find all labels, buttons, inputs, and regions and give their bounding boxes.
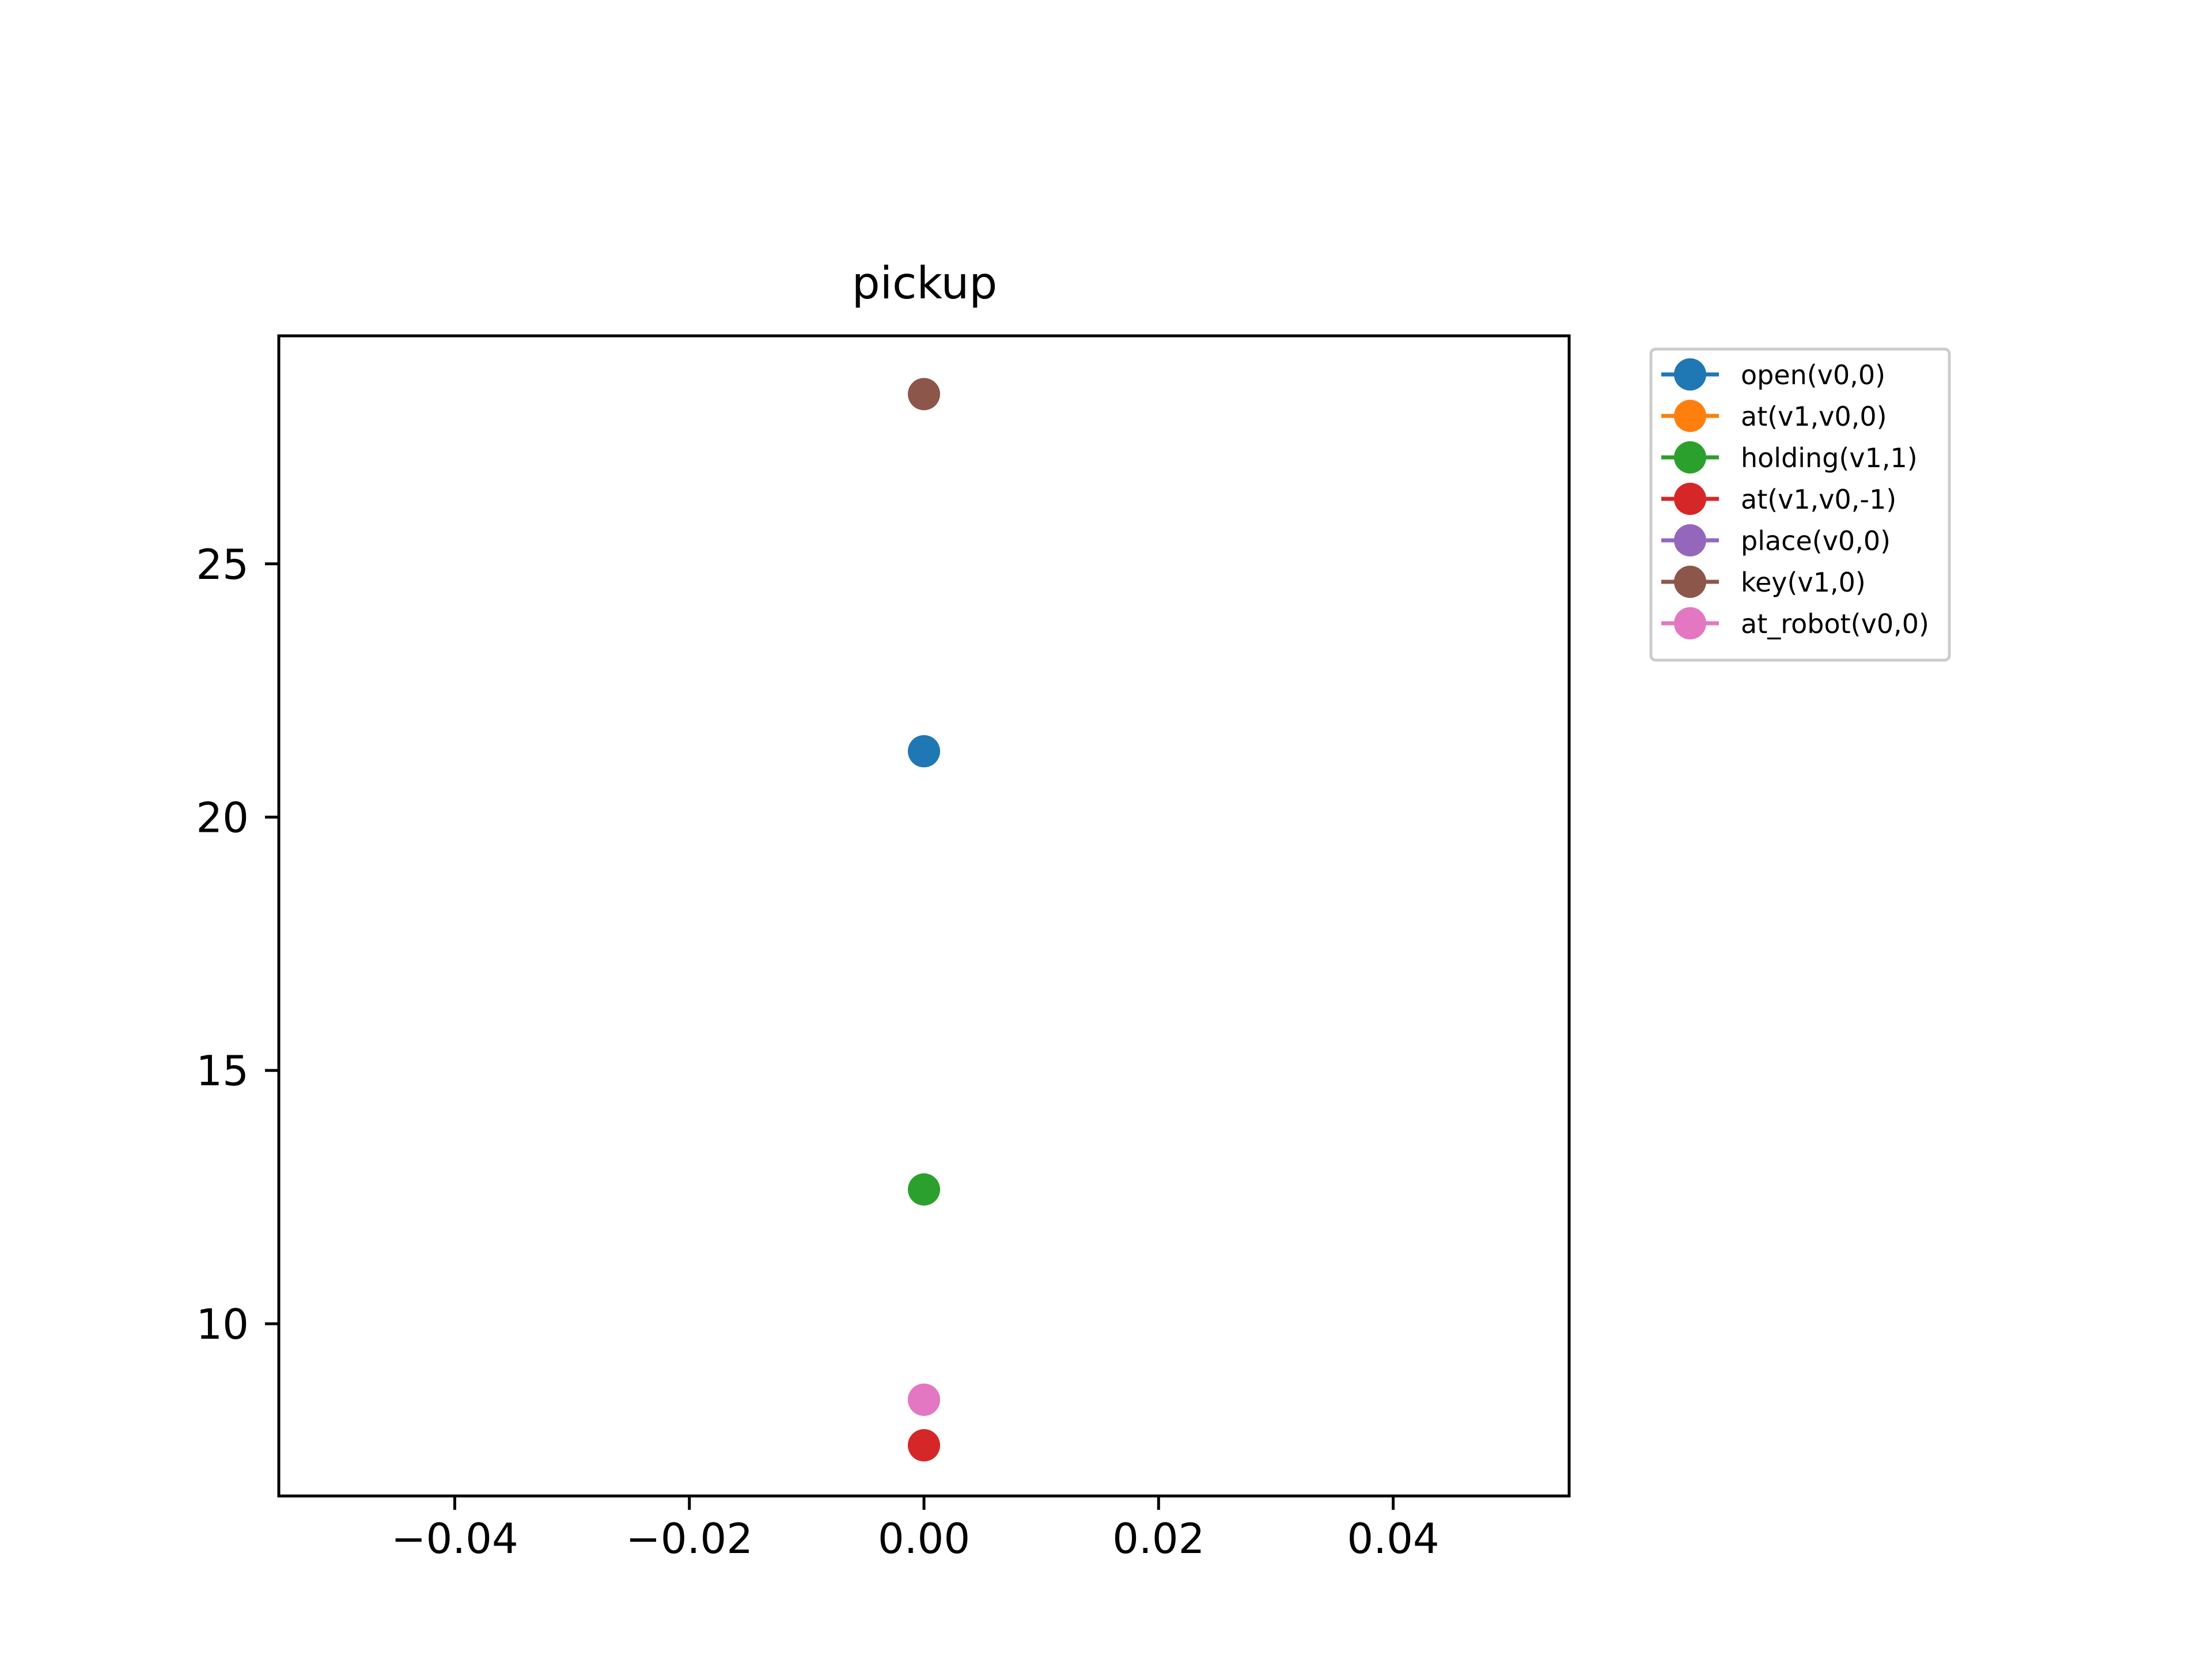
- x-axis: −0.04 −0.02 0.00 0.02 0.04: [391, 1496, 1440, 1563]
- chart-title: pickup: [852, 258, 998, 309]
- data-point-4: [908, 1429, 940, 1462]
- x-tick-label: −0.04: [391, 1514, 518, 1563]
- x-tick-label: 0.00: [878, 1514, 970, 1563]
- y-tick-label: 25: [196, 540, 249, 589]
- data-point-3: [908, 1173, 940, 1206]
- legend-marker: [1674, 358, 1706, 391]
- legend-label: at(v1,v0,0): [1741, 401, 1887, 432]
- y-tick-label: 15: [196, 1047, 249, 1095]
- x-tick-label: 0.02: [1112, 1514, 1205, 1563]
- legend-label: holding(v1,1): [1741, 442, 1918, 474]
- data-point-7: [908, 1383, 940, 1416]
- legend: open(v0,0) at(v1,v0,0) holding(v1,1) at(v1,…: [1649, 347, 1951, 662]
- plot-area: [908, 378, 940, 1462]
- x-tick-label: −0.02: [626, 1514, 753, 1563]
- legend-marker: [1674, 400, 1706, 432]
- y-tick-label: 20: [196, 794, 249, 842]
- data-point-6: [908, 378, 940, 411]
- y-axis: 10 15 20 25: [196, 540, 279, 1349]
- legend-marker: [1674, 483, 1706, 515]
- legend-marker: [1674, 441, 1706, 474]
- legend-label: at(v1,v0,-1): [1741, 484, 1896, 515]
- legend-box: [1649, 347, 1951, 662]
- x-tick-label: 0.04: [1347, 1514, 1439, 1563]
- y-tick-label: 10: [196, 1300, 249, 1349]
- legend-label: at_robot(v0,0): [1741, 608, 1929, 639]
- data-point-1: [908, 735, 940, 768]
- legend-marker: [1674, 607, 1706, 639]
- legend-marker: [1674, 566, 1706, 598]
- legend-label: open(v0,0): [1741, 359, 1885, 391]
- legend-marker: [1674, 524, 1706, 556]
- legend-label: place(v0,0): [1741, 525, 1891, 556]
- legend-label: key(v1,0): [1741, 567, 1866, 598]
